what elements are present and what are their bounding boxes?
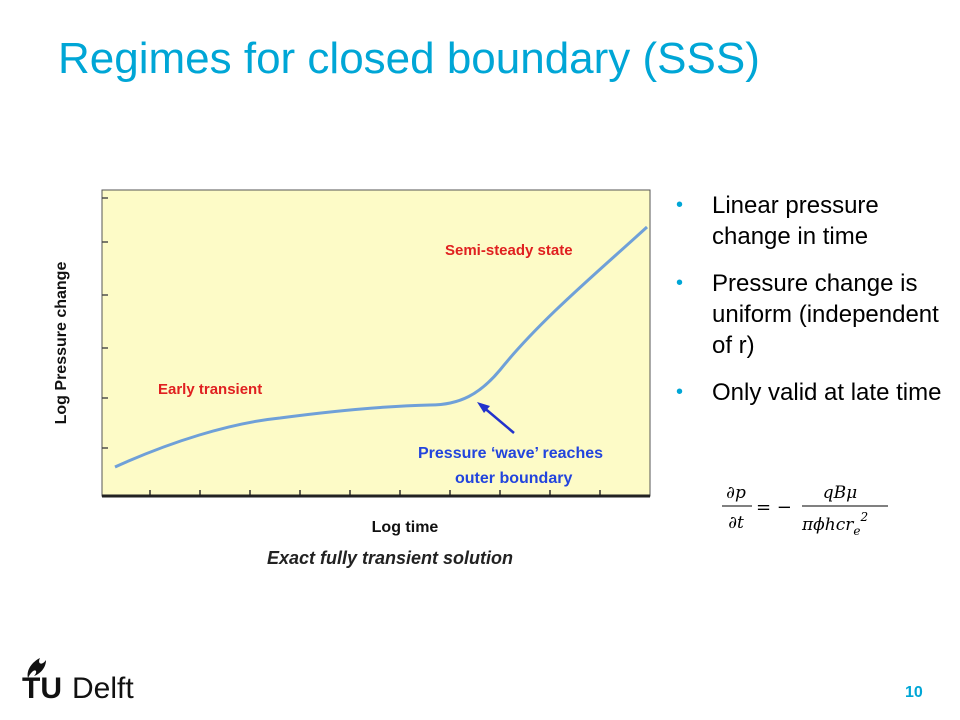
logo-delft: Delft: [72, 672, 134, 704]
tudelft-logo: TU Delft: [20, 652, 150, 705]
y-axis-label: Log Pressure change: [53, 262, 70, 425]
pressure-curve: [114, 225, 649, 469]
bullet-text: Linear pressure change in time: [712, 192, 879, 250]
annotation-wave-line1: Pressure ‘wave’ reaches: [418, 445, 603, 462]
flame-icon: [27, 658, 46, 678]
arrow-icon: [477, 402, 515, 434]
page-title: Regimes for closed boundary (SSS): [58, 34, 760, 83]
formula-lhs-denominator: ∂t: [728, 513, 744, 533]
formula-rhs-denominator: πϕhcre2: [801, 510, 868, 538]
bullet-item: • Linear pressure change in time: [676, 190, 946, 252]
formula-lhs-numerator: ∂p: [726, 483, 746, 503]
bullet-text: Pressure change is uniform (independent …: [712, 270, 939, 359]
bullet-dot-icon: •: [676, 194, 684, 216]
x-axis-label: Log time: [372, 519, 439, 536]
annotation-wave-line2: outer boundary: [455, 470, 572, 487]
pressure-figure: Early transient Semi-steady state Pressu…: [40, 180, 665, 580]
figure-caption: Exact fully transient solution: [267, 548, 513, 568]
bullet-list: • Linear pressure change in time • Pressur…: [676, 190, 946, 424]
annotation-semi-steady-state: Semi-steady state: [445, 242, 573, 259]
pressure-chart: Early transient Semi-steady state Pressu…: [53, 189, 651, 568]
plot-area: [101, 189, 651, 497]
bullet-item: • Only valid at late time: [676, 377, 946, 408]
formula-rhs-numerator: qBμ: [823, 483, 857, 503]
bullet-dot-icon: •: [676, 272, 684, 294]
pressure-formula: ∂p ∂t = − qBμ πϕhcre2: [720, 478, 900, 548]
page-number: 10: [905, 684, 923, 701]
annotation-early-transient: Early transient: [158, 381, 262, 398]
x-axis-ticks: [149, 490, 601, 496]
bullet-dot-icon: •: [676, 381, 684, 403]
bullet-item: • Pressure change is uniform (independent…: [676, 268, 946, 361]
logo-tu: TU: [22, 672, 62, 704]
y-axis-ticks: [102, 197, 108, 449]
bullet-text: Only valid at late time: [712, 379, 942, 406]
formula-equals: = −: [756, 497, 792, 518]
